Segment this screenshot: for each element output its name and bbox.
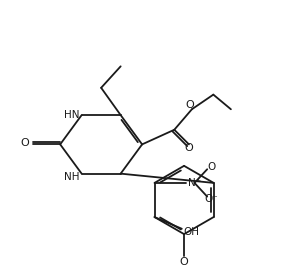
Text: OH: OH: [183, 227, 200, 237]
Text: O: O: [207, 162, 215, 172]
Text: O⁻: O⁻: [204, 194, 218, 203]
Text: NH: NH: [64, 172, 80, 182]
Text: HN: HN: [64, 110, 80, 120]
Text: O: O: [185, 143, 193, 153]
Text: N⁺: N⁺: [188, 178, 201, 188]
Text: O: O: [180, 257, 188, 267]
Text: O: O: [21, 138, 29, 148]
Text: O: O: [186, 100, 194, 110]
